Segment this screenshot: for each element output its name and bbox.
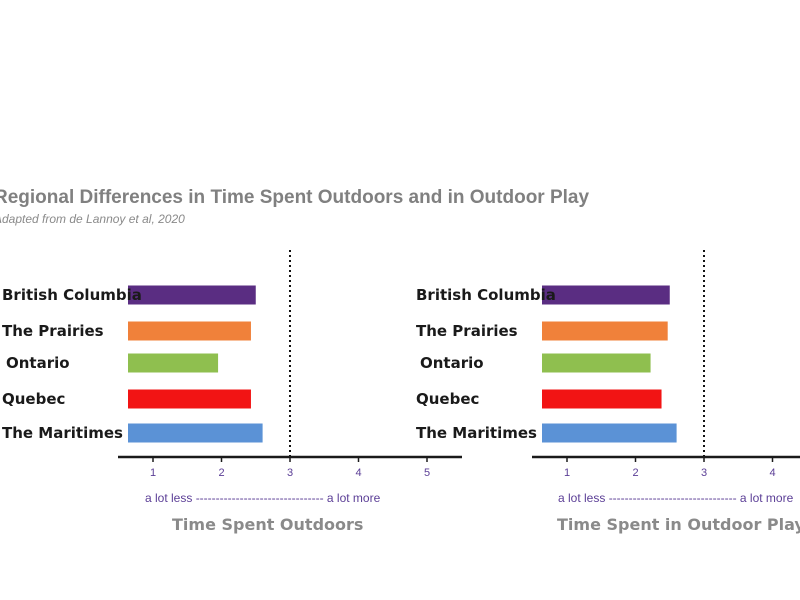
category-label-quebec: Quebec [2, 390, 65, 408]
x-tick-label: 2 [218, 467, 224, 479]
x-axis-title: Time Spent in Outdoor Play [557, 515, 800, 534]
category-label-the-prairies: The Prairies [416, 322, 518, 340]
category-label-the-maritimes: The Maritimes [2, 424, 123, 442]
category-label-the-prairies: The Prairies [2, 322, 104, 340]
chart-title: Regional Differences in Time Spent Outdo… [0, 187, 590, 208]
bar-the-prairies [542, 321, 668, 341]
x-tick-label: 5 [424, 467, 430, 479]
category-label-ontario: Ontario [6, 354, 70, 372]
x-tick-label: 4 [355, 467, 361, 479]
x-tick-label: 3 [287, 467, 293, 479]
x-tick-label: 4 [769, 467, 775, 479]
scale-note: a lot less -----------------------------… [558, 491, 794, 505]
x-tick-label: 2 [632, 467, 638, 479]
category-label-ontario: Ontario [420, 354, 484, 372]
category-label-quebec: Quebec [416, 390, 479, 408]
x-axis-title: Time Spent Outdoors [172, 515, 363, 534]
bar-british-columbia [128, 285, 256, 305]
category-label-the-maritimes: The Maritimes [416, 424, 537, 442]
chart-subtitle: Adapted from de Lannoy et al, 2020 [0, 212, 185, 226]
x-tick-label: 3 [701, 467, 707, 479]
category-label-british-columbia: British Columbia [2, 286, 142, 304]
bar-ontario [542, 353, 651, 373]
category-label-british-columbia: British Columbia [416, 286, 556, 304]
bar-british-columbia [542, 285, 670, 305]
bar-ontario [128, 353, 219, 373]
bar-the-prairies [128, 321, 251, 341]
x-tick-label: 1 [564, 467, 570, 479]
scale-note: a lot less -----------------------------… [145, 491, 381, 505]
bar-the-maritimes [128, 423, 263, 443]
x-tick-label: 1 [150, 467, 156, 479]
bar-the-maritimes [542, 423, 677, 443]
bar-quebec [128, 389, 251, 409]
bar-quebec [542, 389, 662, 409]
